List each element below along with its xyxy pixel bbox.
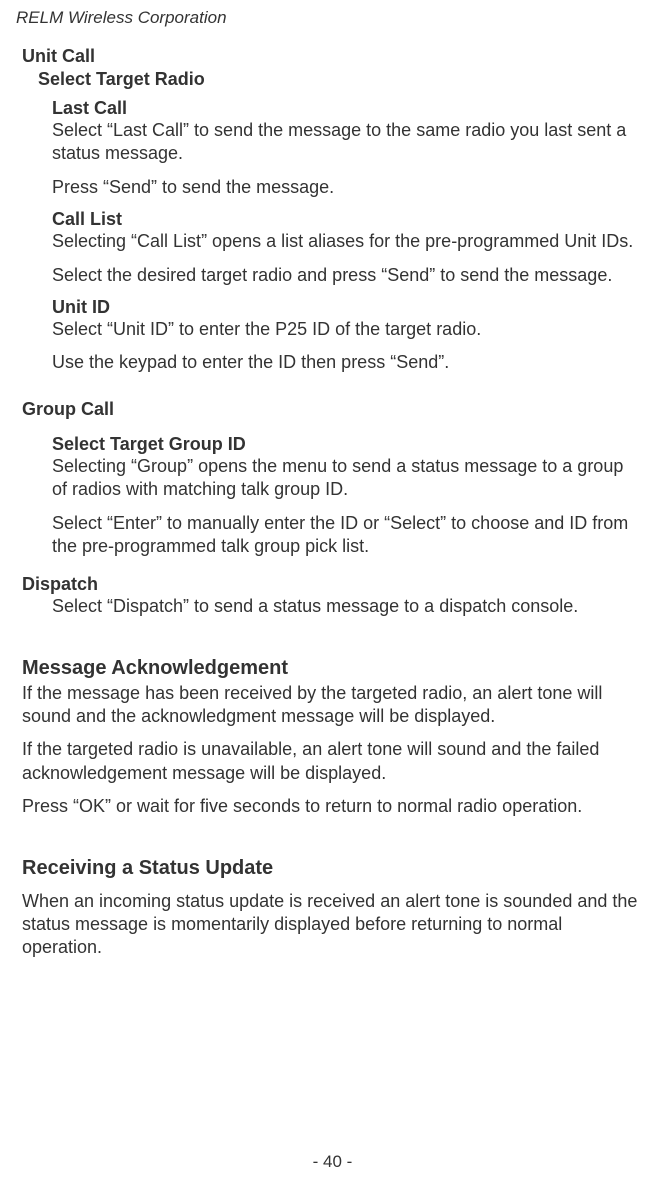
header-company: RELM Wireless Corporation: [16, 8, 649, 28]
unit-call-section: Unit Call Select Target Radio Last Call …: [16, 46, 649, 375]
message-ack-p2: If the targeted radio is unavailable, an…: [22, 738, 639, 785]
last-call-p2: Press “Send” to send the message.: [52, 176, 639, 199]
dispatch-title: Dispatch: [22, 574, 649, 595]
select-target-group-p1: Selecting “Group” opens the menu to send…: [52, 455, 639, 502]
last-call-heading: Last Call: [52, 98, 649, 119]
message-ack-p3: Press “OK” or wait for five seconds to r…: [22, 795, 639, 818]
dispatch-p1: Select “Dispatch” to send a status messa…: [52, 595, 639, 618]
receiving-title: Receiving a Status Update: [22, 857, 649, 880]
unit-call-title: Unit Call: [22, 46, 649, 67]
unit-id-p2: Use the keypad to enter the ID then pres…: [52, 351, 639, 374]
unit-id-heading: Unit ID: [52, 297, 649, 318]
page-number: - 40 -: [0, 1152, 665, 1172]
group-call-title: Group Call: [22, 399, 649, 420]
select-target-radio-heading: Select Target Radio: [38, 69, 649, 90]
receiving-p1: When an incoming status update is receiv…: [22, 890, 639, 960]
select-target-group-p2: Select “Enter” to manually enter the ID …: [52, 512, 639, 559]
group-call-section: Group Call Select Target Group ID Select…: [16, 399, 649, 559]
dispatch-section: Dispatch Select “Dispatch” to send a sta…: [16, 574, 649, 618]
message-ack-section: Message Acknowledgement If the message h…: [16, 657, 649, 819]
message-ack-p1: If the message has been received by the …: [22, 682, 639, 729]
call-list-heading: Call List: [52, 209, 649, 230]
select-target-group-heading: Select Target Group ID: [52, 434, 649, 455]
call-list-p1: Selecting “Call List” opens a list alias…: [52, 230, 639, 253]
message-ack-title: Message Acknowledgement: [22, 657, 649, 680]
unit-id-p1: Select “Unit ID” to enter the P25 ID of …: [52, 318, 639, 341]
call-list-p2: Select the desired target radio and pres…: [52, 264, 639, 287]
last-call-p1: Select “Last Call” to send the message t…: [52, 119, 639, 166]
receiving-section: Receiving a Status Update When an incomi…: [16, 857, 649, 960]
